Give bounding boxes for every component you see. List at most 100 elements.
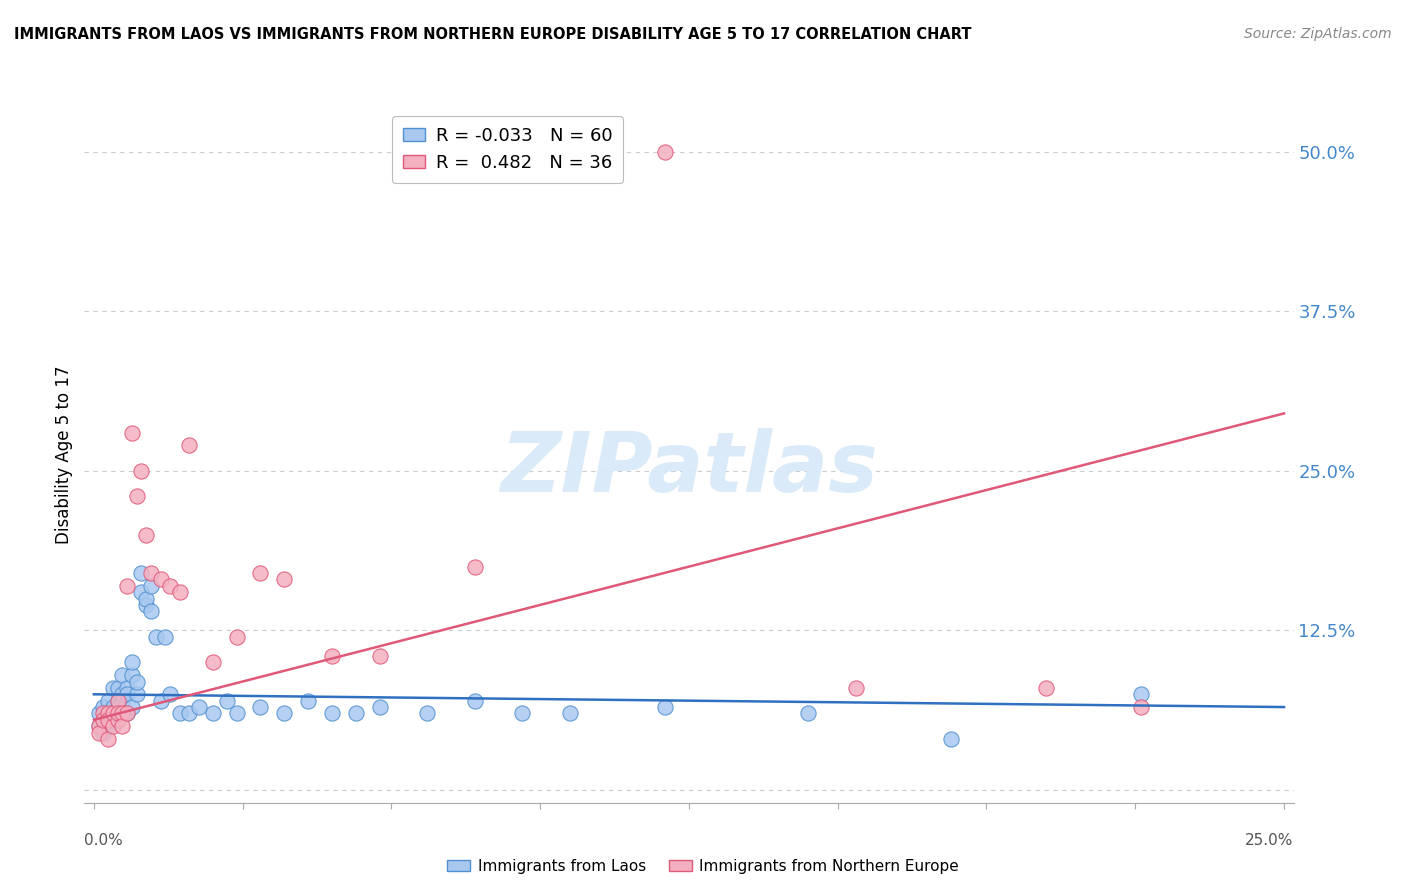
Point (159, 687, 181, 701)
Point (93, 725, 115, 739)
Point (135, 527, 157, 541)
Point (121, 700, 143, 714)
Point (368, 700, 391, 714)
Point (111, 706, 134, 721)
Point (249, 566, 271, 580)
Point (225, 706, 247, 721)
Point (101, 681, 124, 695)
Point (149, 573, 172, 587)
Point (121, 656, 143, 670)
Point (101, 719, 124, 733)
Text: Source: ZipAtlas.com: Source: ZipAtlas.com (1244, 27, 1392, 41)
Point (125, 490, 148, 504)
Legend: R = -0.033   N = 60, R =  0.482   N = 36: R = -0.033 N = 60, R = 0.482 N = 36 (392, 116, 623, 183)
Point (145, 630, 167, 644)
Point (1035, 681, 1057, 695)
Point (115, 579, 138, 593)
Point (169, 706, 191, 721)
Point (139, 566, 162, 580)
Point (111, 694, 134, 708)
Point (131, 566, 153, 580)
Point (87, 719, 110, 733)
Text: 25.0%: 25.0% (1246, 832, 1294, 847)
Point (321, 648, 343, 663)
Text: 0.0%: 0.0% (84, 832, 124, 847)
Point (107, 700, 129, 714)
Point (321, 706, 343, 721)
Point (107, 713, 129, 727)
Point (139, 604, 162, 618)
Point (101, 713, 124, 727)
Point (107, 681, 129, 695)
Point (107, 694, 129, 708)
Point (121, 425, 143, 440)
Point (93, 706, 115, 721)
Point (87, 725, 110, 739)
Point (187, 700, 209, 714)
Point (169, 585, 191, 599)
Point (201, 706, 224, 721)
Point (464, 559, 486, 574)
Point (97, 713, 120, 727)
Point (135, 598, 157, 612)
Y-axis label: Disability Age 5 to 17: Disability Age 5 to 17 (55, 366, 73, 544)
Point (558, 706, 581, 721)
Point (273, 573, 295, 587)
Point (845, 681, 868, 695)
Point (115, 687, 138, 701)
Point (97, 706, 120, 721)
Point (177, 438, 200, 452)
Point (107, 706, 129, 721)
Point (225, 630, 247, 644)
Point (1130, 687, 1153, 701)
Point (131, 585, 153, 599)
Point (510, 706, 533, 721)
Point (131, 464, 153, 478)
Point (201, 656, 224, 670)
Point (125, 674, 148, 689)
Point (654, 145, 676, 159)
Point (93, 713, 115, 727)
Point (111, 687, 134, 701)
Point (115, 681, 138, 695)
Point (177, 706, 200, 721)
Point (97, 706, 120, 721)
Point (97, 694, 120, 708)
Point (159, 579, 181, 593)
Point (93, 713, 115, 727)
Point (155, 630, 177, 644)
Point (149, 694, 172, 708)
Point (93, 700, 115, 714)
Point (139, 579, 162, 593)
Point (87, 719, 110, 733)
Point (125, 687, 148, 701)
Point (135, 591, 157, 606)
Point (344, 706, 367, 721)
Point (654, 700, 676, 714)
Point (107, 706, 129, 721)
Point (1130, 700, 1153, 714)
Point (115, 706, 138, 721)
Point (368, 648, 391, 663)
Point (111, 668, 134, 682)
Point (87, 706, 110, 721)
Point (101, 706, 124, 721)
Point (107, 713, 129, 727)
Point (101, 706, 124, 721)
Point (115, 706, 138, 721)
Point (101, 700, 124, 714)
Point (111, 719, 134, 733)
Point (121, 668, 143, 682)
Point (111, 706, 134, 721)
Text: ZIPatlas: ZIPatlas (501, 428, 877, 509)
Point (217, 694, 239, 708)
Point (297, 694, 319, 708)
Point (97, 713, 120, 727)
Point (97, 731, 120, 746)
Point (939, 731, 962, 746)
Point (97, 719, 120, 733)
Point (273, 706, 295, 721)
Point (464, 694, 486, 708)
Point (416, 706, 439, 721)
Text: IMMIGRANTS FROM LAOS VS IMMIGRANTS FROM NORTHERN EUROPE DISABILITY AGE 5 TO 17 C: IMMIGRANTS FROM LAOS VS IMMIGRANTS FROM … (14, 27, 972, 42)
